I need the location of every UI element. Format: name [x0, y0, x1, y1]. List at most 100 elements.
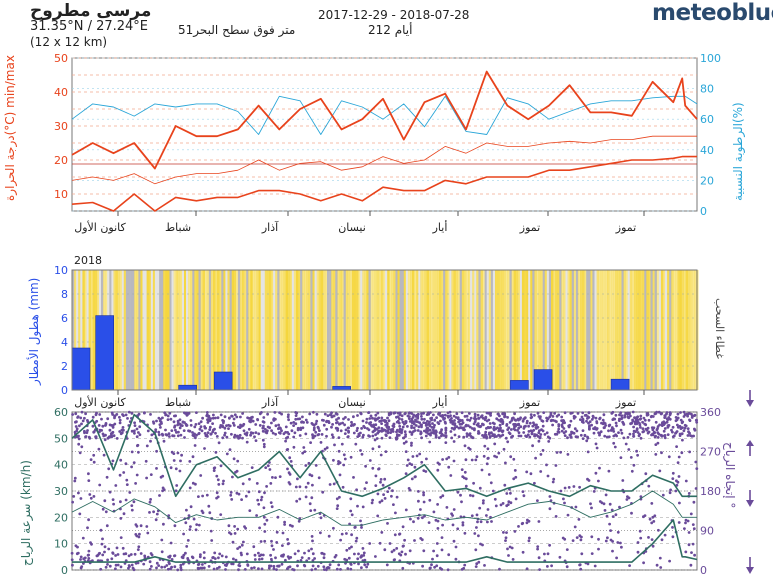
direction-point	[175, 484, 179, 487]
direction-point	[199, 420, 203, 424]
direction-point	[262, 442, 266, 446]
cloud-sun-stripe	[623, 270, 626, 390]
direction-point	[412, 520, 415, 524]
direction-point	[691, 523, 695, 526]
direction-point	[286, 567, 289, 571]
direction-point	[408, 488, 412, 492]
direction-point	[95, 554, 99, 558]
direction-point	[504, 539, 507, 542]
cloud-sun-stripe	[206, 270, 210, 390]
direction-point	[310, 547, 313, 551]
direction-point	[473, 420, 477, 424]
direction-point	[368, 459, 372, 462]
direction-point	[380, 416, 384, 420]
direction-point	[272, 548, 275, 551]
direction-point	[639, 426, 642, 429]
direction-point	[501, 421, 505, 425]
direction-point	[529, 413, 533, 416]
direction-point	[232, 421, 235, 425]
direction-point	[173, 565, 177, 569]
direction-point	[410, 444, 413, 447]
direction-point	[121, 546, 125, 550]
cloud-sun-stripe	[619, 270, 622, 390]
direction-point	[300, 420, 303, 424]
direction-point	[636, 431, 640, 434]
direction-point	[254, 439, 258, 442]
direction-point	[272, 564, 276, 568]
direction-point	[376, 492, 380, 496]
direction-point	[536, 411, 540, 415]
direction-point	[130, 412, 134, 415]
direction-point	[133, 421, 137, 425]
cloud-sun-stripe	[302, 270, 305, 390]
direction-point	[377, 429, 381, 433]
direction-point	[261, 429, 265, 433]
direction-point	[490, 431, 493, 435]
temp-tick-label: 50	[54, 52, 68, 65]
direction-point	[428, 498, 432, 502]
direction-point	[563, 411, 567, 415]
direction-point	[264, 428, 267, 431]
cloud-sun-stripe	[175, 270, 179, 390]
direction-point	[238, 545, 242, 549]
direction-point	[427, 412, 431, 416]
cloud-sun-stripe	[478, 270, 481, 390]
direction-point	[86, 553, 90, 557]
cloud-sun-stripe	[563, 270, 566, 390]
cloud-sun-stripe	[337, 270, 340, 390]
direction-point	[322, 552, 326, 556]
direction-point	[499, 420, 503, 423]
direction-point	[399, 553, 403, 557]
direction-point	[115, 437, 119, 440]
direction-point	[362, 554, 366, 557]
direction-point	[417, 425, 421, 429]
cloud-sun-stripe	[134, 270, 137, 390]
direction-point	[234, 558, 238, 562]
cloud-sun-stripe	[640, 270, 643, 390]
direction-point	[319, 531, 322, 535]
direction-point	[79, 416, 83, 420]
direction-point	[227, 524, 231, 528]
cloud-sun-stripe	[584, 270, 587, 390]
direction-point	[242, 429, 246, 433]
direction-point	[610, 508, 614, 512]
direction-point	[215, 496, 219, 500]
direction-point	[460, 419, 464, 422]
direction-point	[160, 432, 164, 436]
direction-point	[435, 564, 439, 568]
direction-point	[435, 542, 439, 545]
direction-point	[149, 413, 152, 416]
direction-point	[221, 482, 225, 486]
direction-point	[422, 500, 426, 504]
direction-point	[152, 421, 156, 425]
cloud-sun-stripe	[385, 270, 388, 390]
cloud-sun-stripe	[621, 270, 624, 390]
direction-point	[483, 435, 486, 439]
cloud-sun-stripe	[638, 270, 641, 390]
direction-point	[349, 563, 353, 566]
direction-point	[468, 447, 472, 451]
direction-point	[119, 458, 123, 462]
direction-point	[365, 421, 368, 424]
direction-point	[612, 430, 616, 433]
cloud-sun-stripe	[472, 270, 475, 390]
direction-point	[653, 514, 657, 518]
direction-point	[445, 506, 449, 509]
direction-point	[464, 484, 468, 488]
direction-point	[254, 423, 258, 426]
direction-point	[212, 469, 216, 472]
direction-point	[603, 509, 607, 512]
precip-tick-label: 4	[61, 336, 68, 349]
direction-point	[477, 431, 481, 435]
cloud-sun-stripe	[262, 270, 266, 390]
direction-point	[419, 423, 423, 427]
direction-point	[155, 419, 158, 423]
cloud-sun-stripe	[517, 270, 521, 390]
direction-point	[297, 549, 300, 553]
direction-point	[454, 416, 458, 419]
direction-point	[514, 475, 518, 479]
direction-point	[432, 510, 436, 514]
direction-point	[450, 417, 453, 420]
direction-point	[296, 564, 299, 568]
direction-point	[311, 559, 315, 562]
